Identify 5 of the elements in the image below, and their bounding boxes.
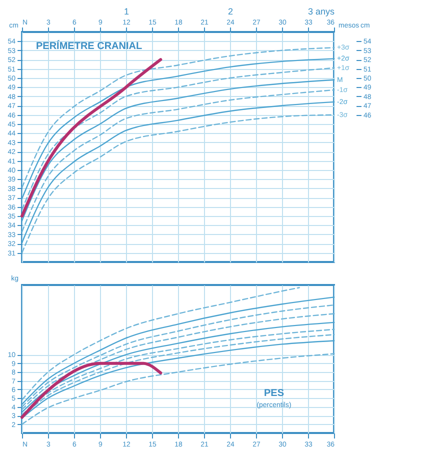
text: PERÍMETRE CRANIAL [36, 40, 142, 52]
x2-tick-label: 2 [228, 6, 234, 16]
text: PES [264, 388, 284, 399]
x2-tick-label: 1 [124, 6, 130, 16]
x2-tick-label: 3 anys [308, 6, 335, 16]
